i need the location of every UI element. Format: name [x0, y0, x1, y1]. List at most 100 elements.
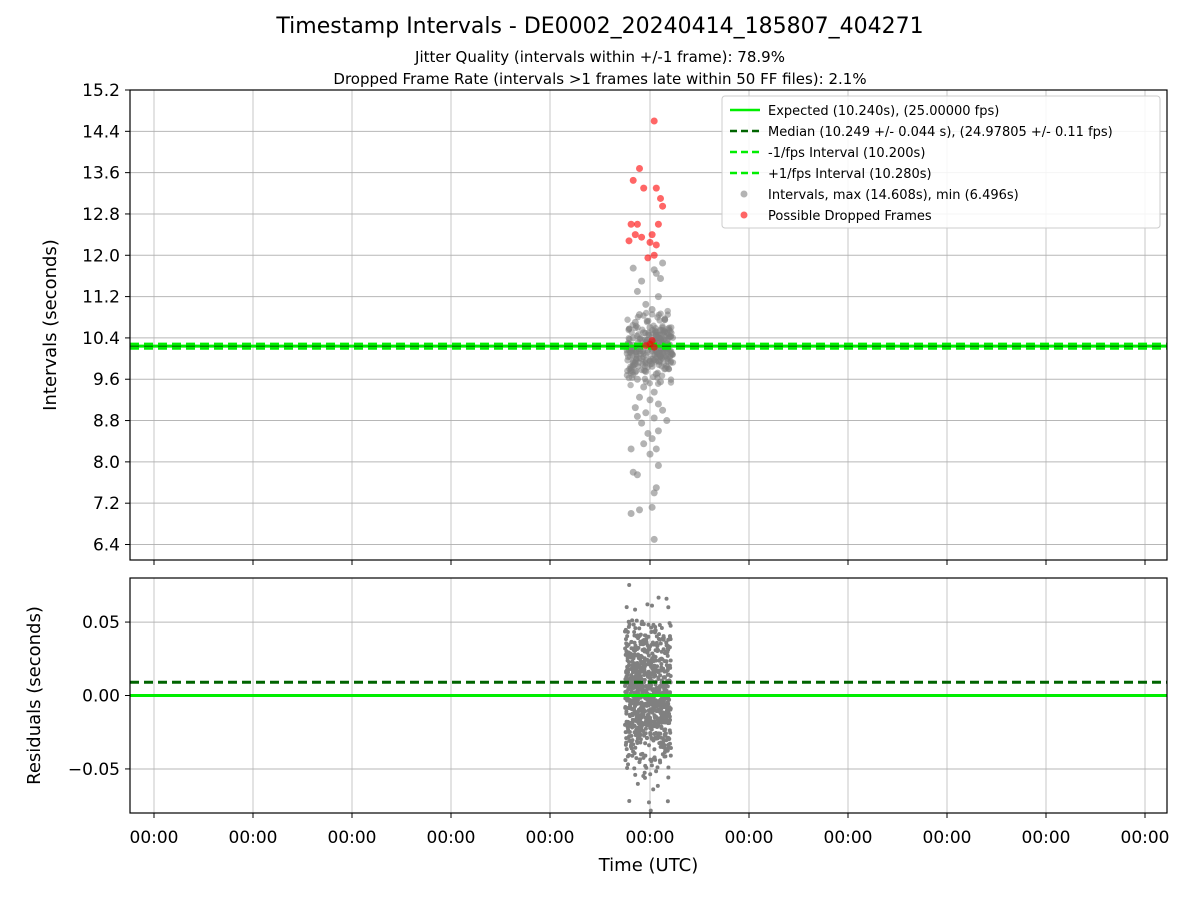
intervals-ytick-label-8: 12.8 — [82, 205, 120, 225]
intervals-ytick-label-6: 11.2 — [82, 288, 120, 308]
residual-point — [633, 718, 638, 723]
residual-point — [657, 637, 662, 642]
residual-point — [627, 738, 632, 743]
residual-point — [639, 704, 644, 709]
interval-point-13 — [646, 324, 654, 332]
interval-point-48 — [652, 445, 660, 453]
residual-point — [666, 672, 671, 677]
dropped-frame-point-21 — [650, 343, 658, 351]
interval-point-5 — [652, 269, 660, 277]
residual-point — [662, 710, 667, 715]
residual-point — [645, 657, 650, 662]
residual-point — [655, 643, 660, 648]
residual-point — [625, 765, 630, 770]
residual-point — [636, 645, 641, 650]
interval-point-58 — [648, 503, 656, 511]
intervals-dense-point — [654, 314, 661, 321]
interval-point-40 — [633, 412, 641, 420]
dropped-frame-point-4 — [652, 184, 660, 192]
residual-point — [651, 787, 656, 792]
residual-point — [643, 731, 648, 736]
legend-box — [721, 95, 1161, 229]
residual-point — [665, 705, 670, 710]
residual-point — [649, 603, 654, 608]
residual-point — [638, 722, 643, 727]
dropped-frame-point-8 — [633, 220, 641, 228]
residual-point — [633, 745, 638, 750]
legend-dot-swatch-5 — [740, 211, 748, 219]
residual-point — [624, 669, 629, 674]
residual-point — [627, 622, 632, 627]
residuals-ytick-label-1: 0.00 — [82, 687, 120, 707]
residual-point — [668, 717, 673, 722]
residual-point — [629, 639, 634, 644]
interval-point-59 — [650, 535, 658, 543]
residuals-frame — [129, 577, 1168, 814]
interval-point-32 — [640, 383, 648, 391]
residuals-xlabel: Time (UTC) — [598, 855, 699, 876]
interval-point-2 — [657, 275, 664, 283]
residual-point — [664, 663, 669, 668]
residuals-xtick-label-10: 00:00 — [1121, 828, 1170, 848]
interval-point-8 — [642, 300, 650, 308]
residual-point — [638, 740, 643, 745]
residual-point — [624, 747, 629, 752]
intervals-dense-point — [666, 324, 673, 331]
residual-point — [664, 640, 669, 645]
interval-point-39 — [642, 409, 650, 417]
residual-point — [655, 736, 660, 741]
residual-point — [640, 751, 645, 756]
intervals-ytick-label-0: 6.4 — [93, 536, 120, 556]
residual-point — [656, 723, 661, 728]
residual-point — [626, 762, 631, 767]
intervals-ytick-label-1: 7.2 — [93, 494, 120, 514]
residual-point — [648, 715, 653, 720]
residual-point — [659, 720, 664, 725]
residual-point — [642, 775, 647, 780]
residual-point — [626, 650, 631, 655]
residual-point — [664, 669, 669, 674]
intervals-ytick-label-9: 13.6 — [82, 164, 120, 184]
residual-point — [630, 618, 635, 623]
residual-point — [646, 634, 651, 639]
residual-point — [633, 626, 638, 631]
residual-point — [651, 622, 656, 627]
residual-point — [634, 618, 639, 623]
residual-point — [632, 640, 637, 645]
interval-point-45 — [644, 429, 652, 437]
residual-point — [627, 798, 632, 803]
dropped-frame-point-16 — [650, 251, 658, 259]
residual-point — [658, 641, 663, 646]
residual-point — [641, 637, 646, 642]
residual-point — [625, 655, 630, 660]
residual-point — [648, 702, 653, 707]
interval-point-10 — [636, 311, 643, 319]
residual-point — [662, 675, 667, 680]
residual-point — [632, 730, 637, 735]
residual-point — [623, 677, 628, 682]
residual-point — [649, 658, 654, 663]
residual-point — [652, 719, 657, 724]
dropped-frame-point-2 — [629, 176, 637, 184]
residual-point — [668, 623, 673, 628]
interval-point-52 — [633, 471, 641, 479]
residual-point — [651, 706, 656, 711]
residual-point — [623, 684, 628, 689]
residual-point — [665, 735, 670, 740]
residual-point — [635, 781, 640, 786]
interval-point-12 — [631, 318, 639, 326]
residual-point — [642, 668, 647, 673]
residuals-xtick-label-8: 00:00 — [923, 828, 972, 848]
residual-point — [632, 630, 637, 635]
residual-point — [660, 657, 665, 662]
residual-point — [625, 634, 630, 639]
residual-point — [640, 619, 645, 624]
residual-point — [633, 676, 638, 681]
interval-point-43 — [638, 419, 646, 427]
residual-point — [656, 731, 661, 736]
residuals-ytick-label-2: 0.05 — [82, 613, 120, 633]
residual-point — [655, 765, 660, 770]
residual-point — [637, 760, 642, 765]
residual-point — [637, 674, 642, 679]
interval-point-28 — [642, 367, 650, 375]
